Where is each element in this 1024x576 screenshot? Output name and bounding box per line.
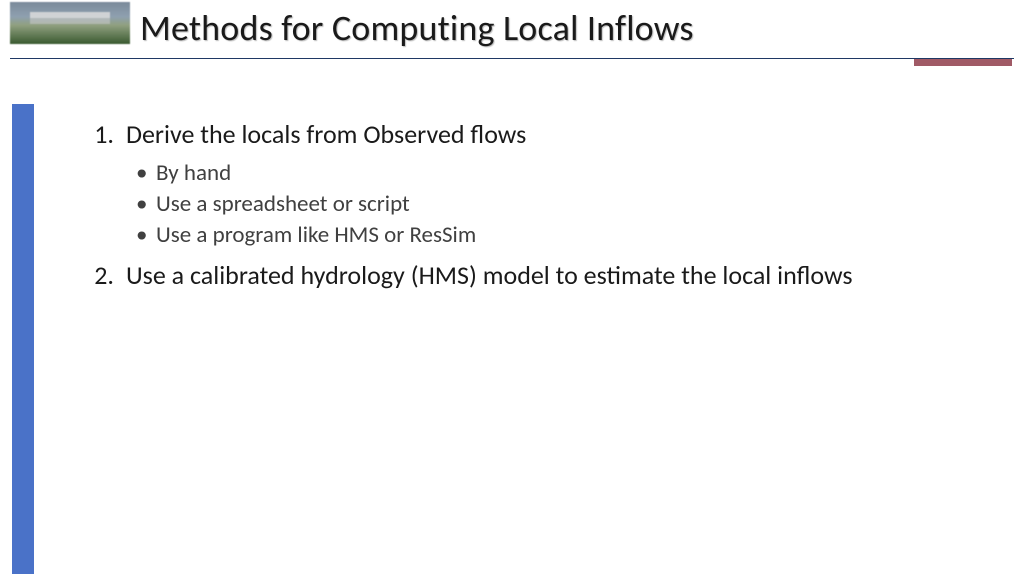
bullet-icon: • xyxy=(136,158,156,189)
content-body: 1. Derive the locals from Observed flows… xyxy=(90,118,984,299)
title-accent-bar xyxy=(914,59,1012,66)
list-text: Derive the locals from Observed flows xyxy=(126,118,984,152)
slide: Methods for Computing Local Inflows 1. D… xyxy=(0,0,1024,576)
list-number: 1. xyxy=(90,118,126,152)
sub-list-item: • By hand xyxy=(136,158,984,189)
sub-list-item: • Use a spreadsheet or script xyxy=(136,189,984,220)
list-item: 2. Use a calibrated hydrology (HMS) mode… xyxy=(90,259,984,293)
slide-title: Methods for Computing Local Inflows xyxy=(140,6,1004,50)
list-item: 1. Derive the locals from Observed flows xyxy=(90,118,984,152)
header-image-dam xyxy=(10,2,130,44)
sub-list-text: Use a program like HMS or ResSim xyxy=(156,220,476,251)
bullet-icon: • xyxy=(136,189,156,220)
sub-list: • By hand • Use a spreadsheet or script … xyxy=(136,158,984,251)
sub-list-text: By hand xyxy=(156,158,231,189)
sub-list-item: • Use a program like HMS or ResSim xyxy=(136,220,984,251)
bullet-icon: • xyxy=(136,220,156,251)
list-text: Use a calibrated hydrology (HMS) model t… xyxy=(126,259,984,293)
sub-list-text: Use a spreadsheet or script xyxy=(156,189,410,220)
list-number: 2. xyxy=(90,259,126,293)
title-divider xyxy=(10,58,1014,59)
left-side-bar xyxy=(12,104,34,574)
